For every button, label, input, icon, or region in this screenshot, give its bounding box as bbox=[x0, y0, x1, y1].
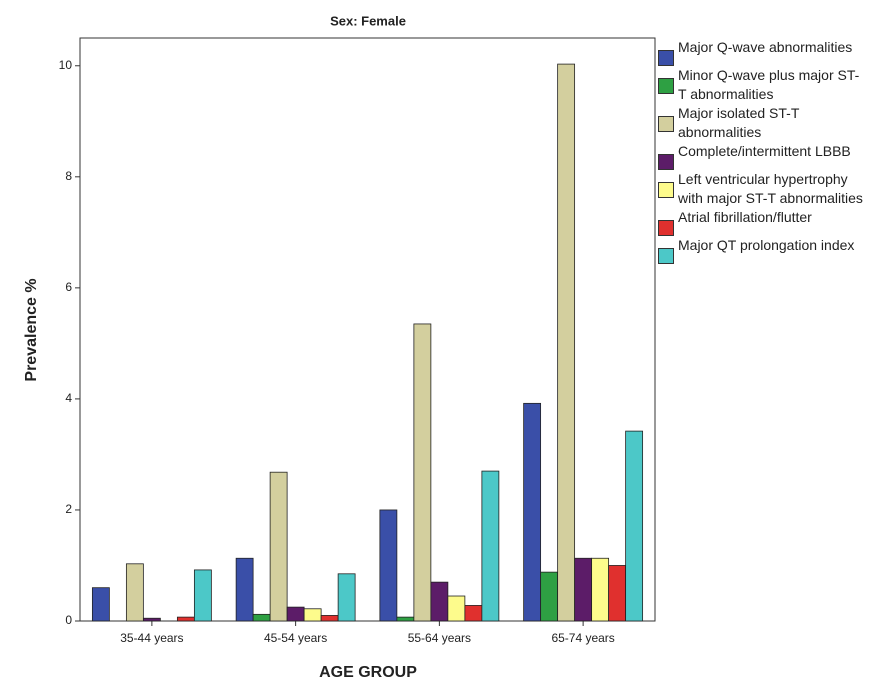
x-tick-label: 45-54 years bbox=[264, 631, 327, 645]
y-tick-label: 6 bbox=[65, 280, 72, 294]
y-tick-label: 0 bbox=[65, 613, 72, 627]
bar bbox=[396, 616, 415, 622]
legend-label: Left ventricular hypertrophy with major … bbox=[678, 171, 863, 206]
y-tick-label: 10 bbox=[59, 58, 73, 72]
y-tick-label: 2 bbox=[65, 502, 72, 516]
bar bbox=[303, 608, 322, 622]
x-tick-label: 65-74 years bbox=[551, 631, 614, 645]
bar bbox=[413, 323, 432, 622]
bar bbox=[125, 563, 144, 622]
plot-frame bbox=[79, 37, 656, 622]
legend-swatch bbox=[658, 182, 674, 198]
legend-label: Major QT prolongation index bbox=[678, 237, 855, 253]
bar bbox=[447, 595, 466, 622]
legend-entry: Minor Q-wave plus major ST-T abnormaliti… bbox=[658, 66, 868, 104]
x-tick-label: 35-44 years bbox=[120, 631, 183, 645]
legend-entry: Major isolated ST-T abnormalities bbox=[658, 104, 868, 142]
legend-swatch bbox=[658, 154, 674, 170]
legend-label: Atrial fibrillation/flutter bbox=[678, 209, 812, 225]
bar bbox=[625, 430, 644, 622]
x-tick-label: 55-64 years bbox=[408, 631, 471, 645]
legend-entry: Major QT prolongation index bbox=[658, 236, 868, 264]
legend-entry: Major Q-wave abnormalities bbox=[658, 38, 868, 66]
legend-label: Major Q-wave abnormalities bbox=[678, 39, 853, 55]
legend-entry: Left ventricular hypertrophy with major … bbox=[658, 170, 868, 208]
bar bbox=[142, 617, 161, 622]
bar bbox=[540, 571, 559, 622]
bar bbox=[252, 613, 271, 622]
legend-swatch bbox=[658, 220, 674, 236]
legend: Major Q-wave abnormalities Minor Q-wave p… bbox=[658, 38, 868, 264]
x-axis-label: AGE GROUP bbox=[319, 664, 417, 681]
legend-swatch bbox=[658, 248, 674, 264]
bar bbox=[337, 573, 356, 622]
legend-swatch bbox=[658, 50, 674, 66]
bar bbox=[193, 569, 212, 622]
bar bbox=[591, 557, 610, 622]
bar bbox=[320, 615, 339, 622]
legend-entry: Complete/intermittent LBBB bbox=[658, 142, 868, 170]
bar bbox=[235, 557, 254, 622]
legend-swatch bbox=[658, 78, 674, 94]
bar bbox=[481, 470, 500, 622]
legend-label: Major isolated ST-T abnormalities bbox=[678, 105, 800, 140]
bar bbox=[286, 606, 305, 622]
bar bbox=[608, 565, 627, 622]
y-tick-label: 4 bbox=[65, 391, 72, 405]
legend-label: Minor Q-wave plus major ST-T abnormaliti… bbox=[678, 67, 860, 102]
chart-title: Sex: Female bbox=[330, 13, 406, 28]
bar bbox=[176, 616, 195, 622]
bar bbox=[379, 509, 398, 622]
bar bbox=[91, 587, 110, 622]
legend-label: Complete/intermittent LBBB bbox=[678, 143, 851, 159]
bar bbox=[464, 605, 483, 622]
bar bbox=[557, 63, 576, 622]
y-tick-label: 8 bbox=[65, 169, 72, 183]
bar bbox=[269, 471, 288, 622]
legend-entry: Atrial fibrillation/flutter bbox=[658, 208, 868, 236]
legend-swatch bbox=[658, 116, 674, 132]
bar bbox=[574, 557, 593, 622]
bar bbox=[523, 402, 542, 622]
y-axis-label: Prevalence % bbox=[23, 278, 40, 381]
bar bbox=[430, 581, 449, 622]
